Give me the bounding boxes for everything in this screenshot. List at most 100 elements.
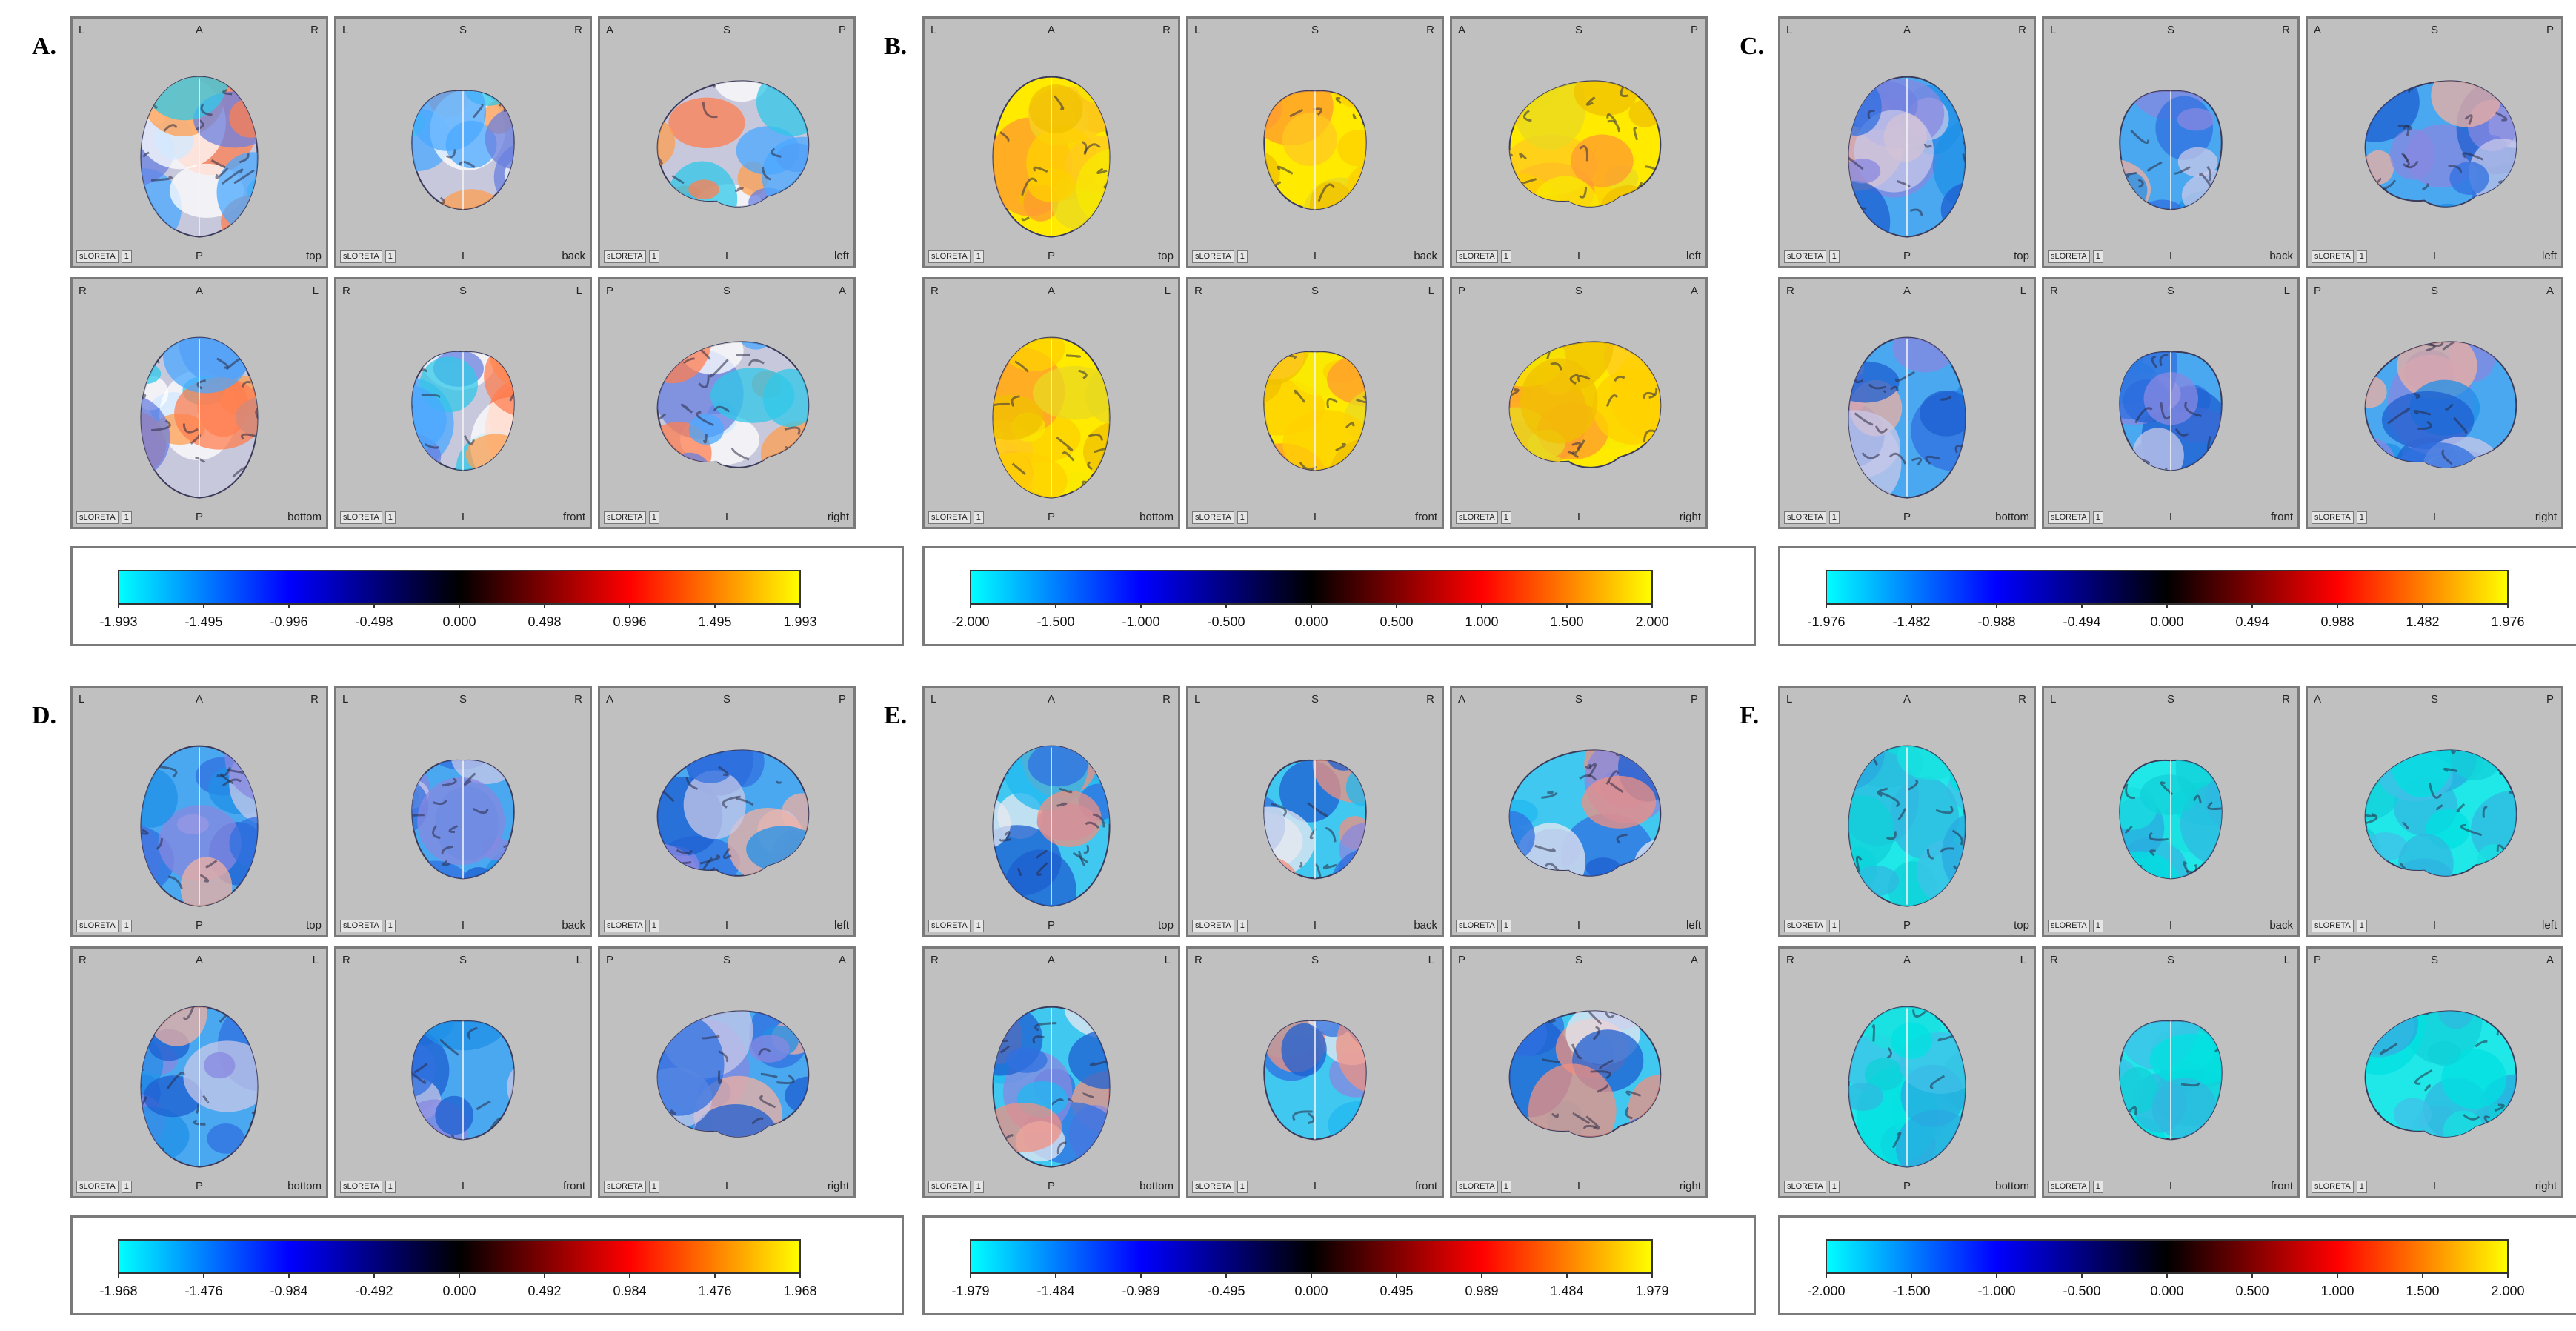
orientation-label-br: top	[1158, 250, 1174, 262]
orientation-label-bc: I	[1577, 511, 1581, 523]
method-tag-label: sLORETA	[1784, 1181, 1826, 1193]
orientation-label-tc: A	[1903, 693, 1911, 706]
method-tag: sLORETA 1	[1192, 1181, 1248, 1193]
colorbar-tick-label: 0.000	[2150, 614, 2183, 629]
orientation-label-tl: L	[2050, 24, 2057, 36]
method-tag: sLORETA 1	[2048, 1181, 2103, 1193]
colorbar-tick-label: 1.484	[1550, 1284, 1583, 1298]
method-tag-label: sLORETA	[1456, 920, 1498, 932]
brain-render	[656, 341, 810, 468]
method-tag: sLORETA 1	[1784, 920, 1840, 932]
colorbar-tick-label: 0.000	[1294, 614, 1328, 629]
colorbar-tick-label: -1.495	[184, 614, 222, 629]
colorbar-tick-label: -0.500	[1207, 614, 1245, 629]
orientation-label-tr: L	[2020, 954, 2026, 966]
colorbar-tick-label: 2.000	[2491, 1284, 2524, 1298]
colorbar-tick-label: 0.000	[2150, 1284, 2183, 1298]
method-tag-label: sLORETA	[928, 250, 971, 263]
method-tag: sLORETA 1	[1784, 511, 1840, 524]
method-tag: sLORETA 1	[340, 920, 396, 932]
colorbar-tick-label: 1.476	[698, 1284, 731, 1298]
orientation-label-tr: L	[576, 285, 582, 297]
orientation-label-tr: R	[1162, 24, 1171, 36]
orientation-label-tl: P	[2314, 954, 2322, 966]
orientation-label-br: front	[562, 1180, 585, 1192]
colorbar-box: -1.976 -1.482 -0.988 -0.494 0.000 0.494 0.988 1…	[1778, 546, 2576, 646]
orientation-label-tl: R	[931, 954, 939, 966]
colorbar-tick-label: -0.500	[2063, 1284, 2100, 1298]
orientation-label-tl: R	[79, 954, 87, 966]
orientation-label-bc: I	[1313, 1180, 1317, 1192]
orientation-label-tr: L	[2020, 285, 2026, 297]
colorbar-tick-label: 0.498	[527, 614, 561, 629]
orientation-label-bc: I	[2169, 919, 2173, 932]
method-tag: sLORETA 1	[76, 1181, 132, 1193]
brain-render	[2119, 760, 2223, 880]
orientation-label-bc: P	[1903, 919, 1911, 932]
method-tag: sLORETA 1	[2048, 250, 2103, 263]
orientation-label-tl: L	[342, 24, 349, 36]
method-tag-number: 1	[1500, 250, 1511, 263]
brain-render	[2364, 749, 2517, 877]
orientation-label-bc: I	[461, 919, 465, 932]
method-tag-number: 1	[2356, 250, 2367, 263]
brain-render	[2119, 1020, 2223, 1141]
brain-render	[1263, 1020, 1367, 1141]
orientation-label-tl: P	[606, 954, 614, 966]
orientation-label-tl: L	[931, 693, 937, 706]
method-tag-number: 1	[648, 1181, 659, 1193]
colorbar-tick-label: -2.000	[1807, 1284, 1845, 1298]
colorbar-tick-label: 1.976	[2491, 614, 2524, 629]
brain-render	[1263, 351, 1367, 471]
orientation-label-br: left	[1685, 919, 1701, 932]
method-tag-number: 1	[648, 250, 659, 263]
orientation-label-tl: P	[606, 285, 614, 297]
orientation-label-tl: L	[342, 693, 349, 706]
method-tag-label: sLORETA	[2048, 250, 2090, 263]
orientation-label-tc: S	[722, 24, 730, 36]
orientation-label-tc: S	[2430, 693, 2438, 706]
orientation-label-br: left	[2541, 250, 2557, 262]
orientation-label-bc: I	[725, 919, 729, 932]
method-tag: sLORETA 1	[604, 511, 659, 524]
method-tag-number: 1	[385, 1181, 396, 1193]
orientation-label-bc: P	[195, 1180, 203, 1192]
colorbar-tick-label: 0.000	[1294, 1284, 1328, 1298]
method-tag: sLORETA 1	[340, 250, 396, 263]
colorbar-tick-label: 0.996	[613, 614, 646, 629]
orientation-label-bc: P	[1047, 511, 1055, 523]
method-tag-label: sLORETA	[2312, 1181, 2354, 1193]
method-tag: sLORETA 1	[2312, 250, 2367, 263]
orientation-label-br: bottom	[1995, 511, 2029, 523]
orientation-label-bc: P	[1903, 250, 1911, 262]
colorbar-tick-label: 0.988	[2320, 614, 2354, 629]
orientation-label-bc: I	[2169, 1180, 2173, 1192]
method-tag-label: sLORETA	[604, 511, 646, 524]
method-tag-label: sLORETA	[2048, 511, 2090, 524]
orientation-label-tc: S	[2166, 24, 2174, 36]
method-tag: sLORETA 1	[1456, 250, 1511, 263]
orientation-label-tc: S	[722, 285, 730, 297]
method-tag-number: 1	[973, 920, 984, 932]
orientation-label-tc: S	[722, 693, 730, 706]
method-tag-number: 1	[385, 250, 396, 263]
method-tag-label: sLORETA	[76, 1181, 119, 1193]
method-tag-number: 1	[1500, 1181, 1511, 1193]
orientation-label-tc: S	[1574, 954, 1582, 966]
orientation-label-br: bottom	[1139, 1180, 1174, 1192]
colorbar-tick-label: -1.968	[99, 1284, 137, 1298]
colorbar-gradient	[1826, 570, 2509, 605]
colorbar: -2.000 -1.500 -1.000 -0.500 0.000 0.500 1.000 1…	[951, 570, 1669, 629]
method-tag-label: sLORETA	[1192, 511, 1234, 524]
brain-render	[992, 76, 1111, 238]
orientation-label-tc: A	[195, 954, 203, 966]
colorbar-tick-label: -0.984	[270, 1284, 307, 1298]
orientation-label-tl: R	[342, 285, 350, 297]
